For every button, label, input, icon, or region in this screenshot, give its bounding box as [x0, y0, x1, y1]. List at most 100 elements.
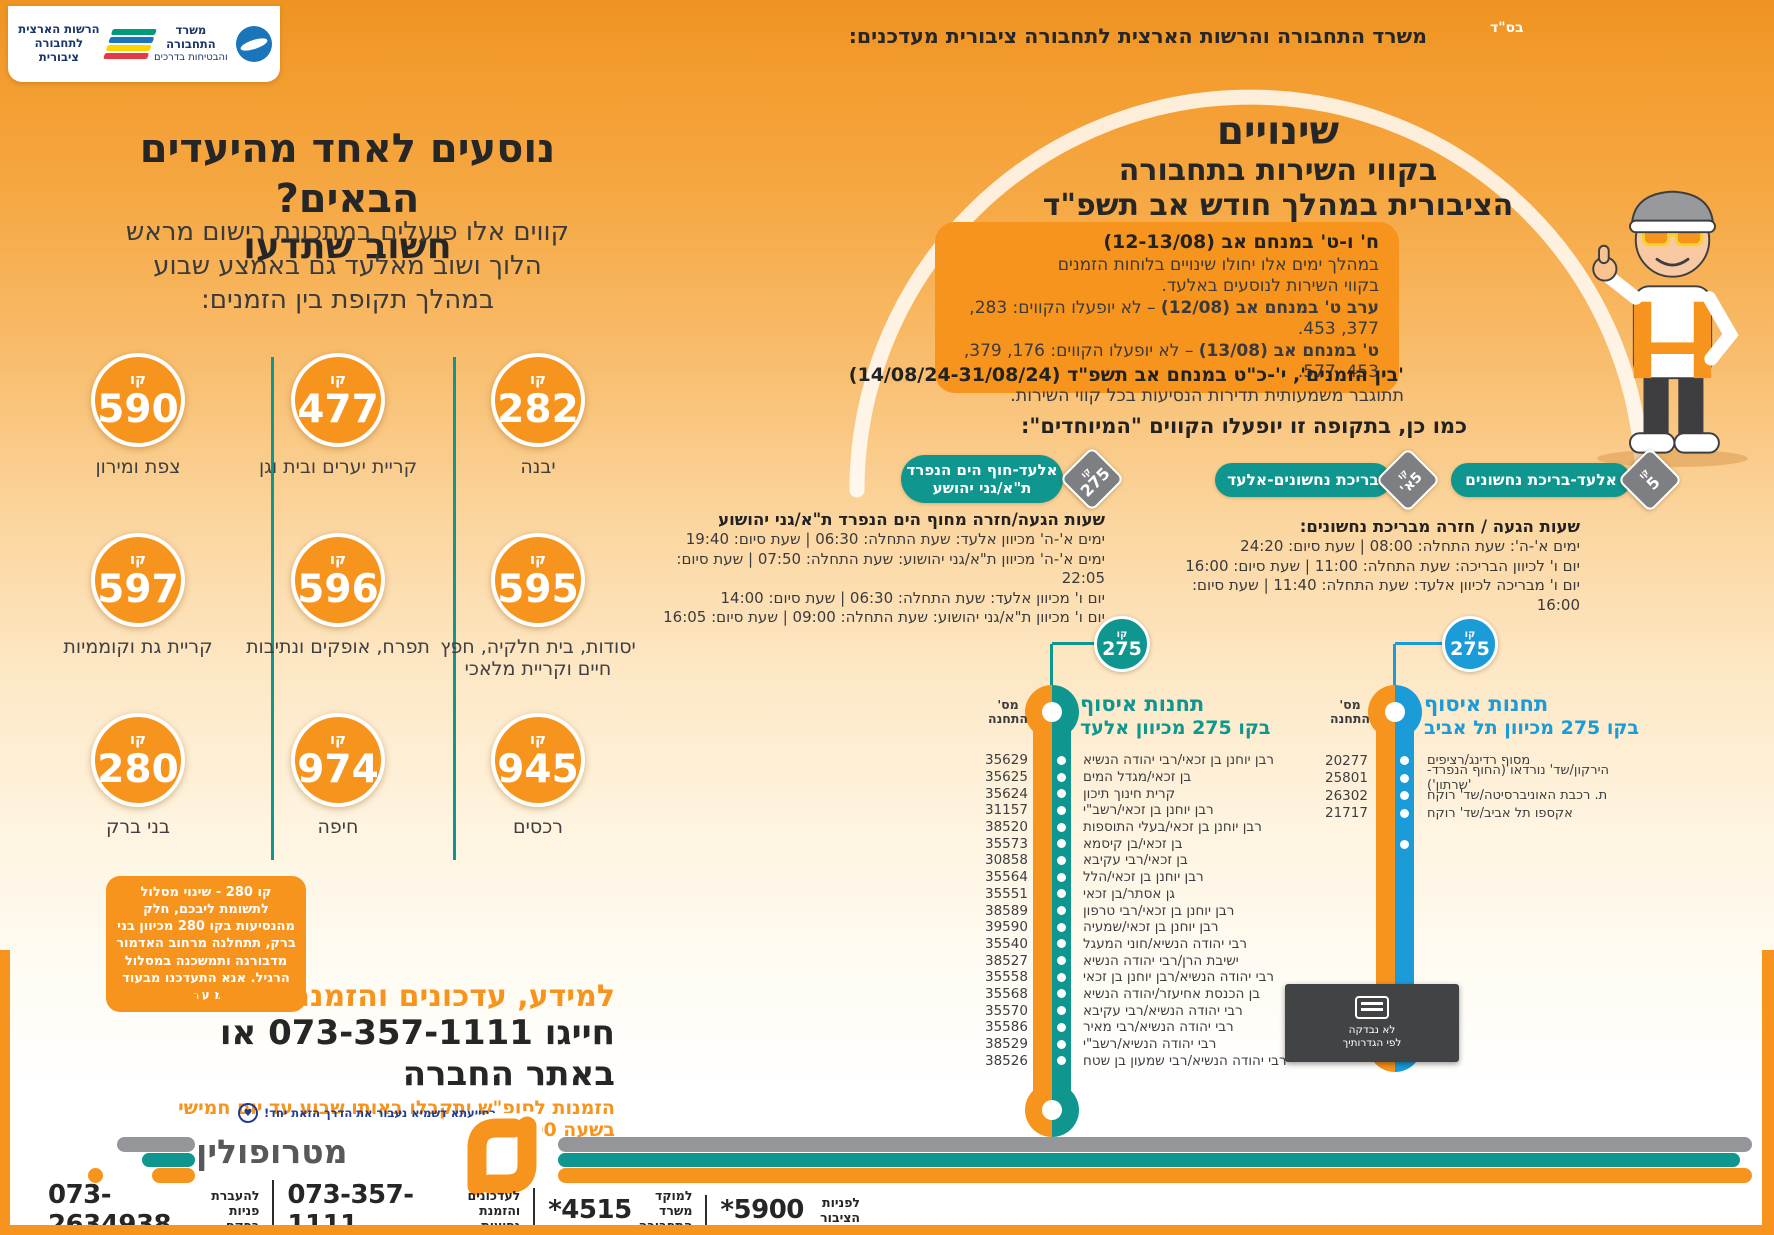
- stripe-dot: [88, 1168, 103, 1183]
- footer-contact-value: *5900: [720, 1195, 804, 1225]
- station-row: 35568 בן הכנסת אחיעזר/יהודה הנשיא: [985, 986, 1305, 1003]
- station-row: 30858 בן זכאי/רבי עקיבא: [985, 852, 1305, 869]
- line-5-badge: קו 5: [1617, 447, 1683, 513]
- station-name: רבן יוחנן בן זכאי/שמעיה: [1083, 919, 1219, 936]
- station-name: הירקון/שד' נורדאו (החוף הנפרד- 'שרתון'): [1427, 763, 1609, 794]
- bein-hazmanim-text: תתוגבר משמעותית תדירות הנסיעות בכל קווי …: [1010, 386, 1404, 406]
- station-dot: [1031, 802, 1069, 819]
- station-name: ת. רכבת האוניברסיטה/שד' רוקח: [1427, 788, 1608, 804]
- announcement-title: שינויים בקווי השירות בתחבורה הציבורית במ…: [1000, 109, 1556, 223]
- station-number: 35625: [985, 769, 1028, 786]
- line-number-badge: קו 597: [91, 533, 185, 627]
- frame-left: [0, 950, 10, 1235]
- station-dot: [1031, 919, 1069, 936]
- station-number: 38520: [985, 819, 1028, 836]
- dates-notice-line: ערב ט' במנחם אב (12/08) – לא יופעלו הקוו…: [969, 297, 1379, 340]
- station-dot: [1031, 785, 1069, 802]
- route-badge-275-telaviv: קו 275: [1442, 616, 1498, 672]
- station-number: 25801: [1325, 770, 1368, 787]
- station-name: רבן יוחנן בן זכאי/רבי טרפון: [1083, 902, 1235, 919]
- line-number-badge: קו 282: [491, 353, 585, 447]
- station-row: 35624 קרית חינוך תיכון: [985, 785, 1305, 802]
- logos-box: משרד התחבורה והבטיחות בדרכים הרשות הארצי…: [8, 6, 280, 82]
- contact-line2: חייגו 073-357-1111 או באתר החברה: [219, 1013, 615, 1094]
- line-number-badge: קו 590: [91, 353, 185, 447]
- destination-label: יבנה: [520, 456, 556, 478]
- route-map-elad: קו 275 תחנות איסוף בקו 275 מכיוון אלעד מס…: [985, 600, 1305, 1160]
- station-row: 35551 גן אסתר/בן זכאי: [985, 886, 1305, 903]
- station-number: 35570: [985, 1002, 1028, 1019]
- station-row: 35540 רבי יהודה הנשיא/חוני המעגל: [985, 936, 1305, 953]
- station-number: 38589: [985, 902, 1028, 919]
- line-number-badge: קו 280: [91, 713, 185, 807]
- destinations-title-line1: נוסעים לאחד מהיעדים הבאים?: [139, 126, 556, 222]
- station-dot: [1031, 902, 1069, 919]
- station-number: 35558: [985, 969, 1028, 986]
- station-name: מסוף רדינג/רציפים: [1427, 753, 1531, 769]
- station-name: בן הכנסת אחיעזר/יהודה הנשיא: [1083, 985, 1261, 1002]
- station-row: 38527 ישיבת הרן/רבי יהודה הנשיא: [985, 952, 1305, 969]
- stripe-orange-stub: [152, 1168, 195, 1183]
- heart-hands-icon: ♥: [238, 1103, 258, 1123]
- blocked-content-overlay[interactable]: לא נבדקה לפי הגדרותיך: [1285, 984, 1459, 1062]
- contact-line1: למידע, עדכונים והזמנת נסיעות: [185, 979, 615, 1014]
- footer-contact-item: לפניות הציבור *5900: [705, 1195, 860, 1225]
- column-divider: [453, 357, 456, 860]
- stripe-gray: [558, 1137, 1752, 1152]
- metropoline-logo-icon: [462, 1111, 542, 1201]
- destinations-title-line2: חשוב שתדעו: [243, 226, 452, 267]
- station-dot: [1031, 936, 1069, 953]
- line-5a-route-pill: בריכת נחשונים-אלעד: [1215, 463, 1391, 497]
- dates-notice-box: ח' ו-ט' במנחם אב (12-13/08) במהלך ימים א…: [935, 222, 1399, 394]
- station-number-header: מס' התחנה: [1330, 697, 1370, 727]
- station-dot: [1373, 805, 1411, 823]
- station-name: רבי יהודה הנשיא/רבי מאיר: [1083, 1019, 1234, 1036]
- station-dot: [1031, 1002, 1069, 1019]
- station-row: 38589 רבן יוחנן בן זכאי/רבי טרפון: [985, 902, 1305, 919]
- destination-label: קריית יערים ובית וגן: [258, 456, 418, 478]
- station-number: 35564: [985, 869, 1028, 886]
- station-dot: [1031, 852, 1069, 869]
- destination-item: קו 280 בני ברק: [38, 673, 238, 853]
- station-dot: [1031, 769, 1069, 786]
- station-dot: [1031, 752, 1069, 769]
- station-row: 35558 רבי יהודה הנשיא/רבן יוחנן בן זכאי: [985, 969, 1305, 986]
- beach-schedule-title: שעות הגעה/חזרה מחוף הים הנפרד ת"א/גני יה…: [718, 510, 1105, 529]
- station-row: 38529 רבי יהודה הנשיא/רשב"י: [985, 1036, 1305, 1053]
- station-dot: [1031, 869, 1069, 886]
- station-dot: [1031, 886, 1069, 903]
- ministry-logo-line2: והבטיחות בדרכים: [153, 51, 228, 63]
- station-number: 35540: [985, 935, 1028, 952]
- station-row: 38526 רבי יהודה הנשיא/רבי שמעון בן שטח: [985, 1052, 1305, 1069]
- station-row: 25801 הירקון/שד' נורדאו (החוף הנפרד- 'שר…: [1325, 763, 1645, 793]
- destination-lines-grid: קו 282 יבנה קו 477 קריית יערים ובית וגן …: [63, 313, 638, 853]
- stripe-orange: [558, 1168, 1752, 1183]
- station-name: רבן יוחנן בן זכאי/בעלי התוספות: [1083, 819, 1262, 836]
- blocked-overlay-text: לא נבדקה לפי הגדרותיך: [1342, 1023, 1402, 1049]
- station-row: 35570 רבי יהודה הנשיא/רבי עקיבא: [985, 1002, 1305, 1019]
- stripe-gray-stub: [117, 1137, 195, 1152]
- station-row: 20277 מסוף רדינג/רציפים: [1325, 752, 1645, 770]
- station-name: רבי יהודה הנשיא/רבי שמעון בן שטח: [1083, 1052, 1287, 1069]
- tagline-text: בסייעתא דשמיא נעבור את הדרך הזאת יחד!: [264, 1106, 497, 1120]
- station-row: 35586 רבי יהודה הנשיא/רבי מאיר: [985, 1019, 1305, 1036]
- pool-schedule-title: שעות הגעה / חזרה מבריכת נחשונים:: [1299, 517, 1580, 536]
- destination-item: קו 477 קריית יערים ובית וגן: [238, 313, 438, 493]
- station-name: בן זכאי/רבי עקיבא: [1083, 852, 1188, 869]
- station-number: 38529: [985, 1036, 1028, 1053]
- line-5-route-pill: אלעד-בריכת נחשונים: [1451, 463, 1631, 497]
- dates-notice-title: ח' ו-ט' במנחם אב (12-13/08): [1103, 231, 1379, 253]
- dates-notice-line: ט' במנחם אב (13/08) – לא יופעלו הקווים: …: [963, 340, 1379, 382]
- station-name: בן זכאי/בן קיסמא: [1083, 835, 1183, 852]
- line-280-note-body: לתשומת ליבכם, חלק מהנסיעות בקו 280 מכיוו…: [116, 902, 296, 1003]
- destinations-title: נוסעים לאחד מהיעדים הבאים? חשוב שתדעו: [75, 124, 620, 269]
- beach-schedule: שעות הגעה/חזרה מחוף הים הנפרד ת"א/גני יה…: [640, 509, 1105, 628]
- authority-logo: הרשות הארצית לתחבורה ציבורית: [16, 22, 157, 64]
- destination-item: קו 597 קריית גת וקוממיות: [38, 493, 238, 673]
- station-number: 21717: [1325, 805, 1368, 822]
- station-row: 26302 ת. רכבת האוניברסיטה/שד' רוקח: [1325, 787, 1645, 805]
- station-number: 35586: [985, 1019, 1028, 1036]
- station-number: 26302: [1325, 787, 1368, 804]
- station-dot: [1031, 819, 1069, 836]
- station-row: 35629 רבן יוחנן בן זכאי/רבי יהודה הנשיא: [985, 752, 1305, 769]
